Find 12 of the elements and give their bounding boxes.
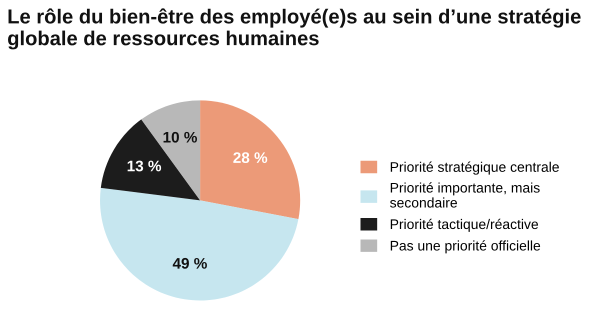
pie-slice: [100, 119, 200, 200]
data-label: 13 %: [128, 160, 162, 172]
data-label: 10 %: [164, 132, 198, 143]
chart-title: Le rôle du bien-être des employé(e)s au sein d’une stratégie globale de ressources humaines: [8, 8, 581, 50]
pie-slice: [200, 100, 300, 220]
data-label: 28 %: [233, 152, 268, 164]
data-label: 49 %: [172, 258, 207, 269]
legend-label: Pas une priorité officielle: [390, 240, 540, 254]
legend-label: Priorité stratégique centrale: [390, 162, 559, 175]
legend-label: Priorité tactique/réactive: [390, 218, 538, 232]
legend-label: Priorité importante, mais secondaire: [390, 182, 540, 208]
pie-slice: [100, 188, 298, 300]
